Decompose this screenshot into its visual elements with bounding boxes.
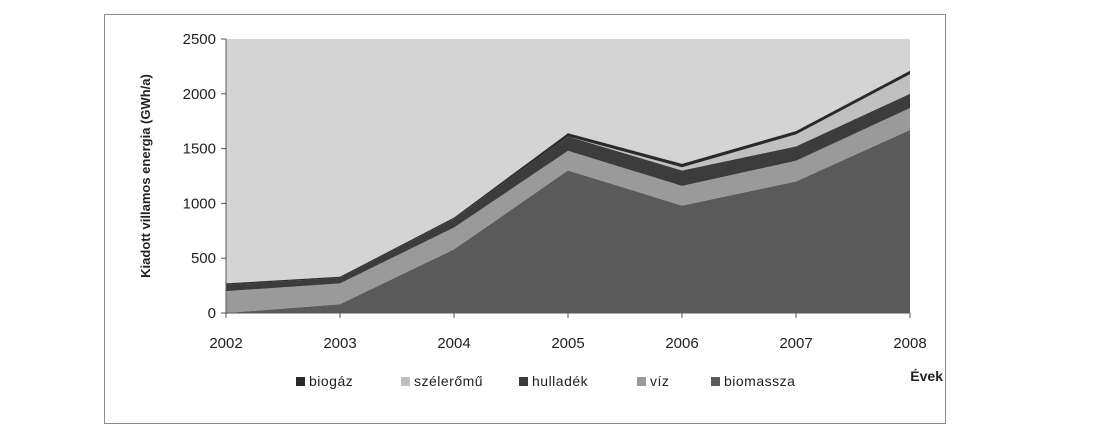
x-tick-label: 2008 [893,335,926,352]
legend-label: hulladék [532,373,589,389]
legend-item-viz: víz [637,373,669,389]
legend-label: biomassza [724,373,795,389]
legend: biogáz szélerőmű hulladék víz biomassza [296,373,795,389]
y-tick-label: 2500 [183,31,216,48]
area-viz [226,108,910,313]
y-axis: 0 500 1000 1500 2000 2500 [183,31,227,322]
legend-swatch [637,377,646,386]
x-tick-label: 2004 [437,335,470,352]
legend-label: biogáz [309,373,353,389]
x-tick-label: 2003 [323,335,356,352]
series-areas [226,70,910,313]
legend-item-szeleromu: szélerőmű [401,373,483,389]
legend-swatch [401,377,410,386]
y-tick-label: 1500 [183,141,216,158]
x-tick-label: 2007 [779,335,812,352]
y-tick-label: 2000 [183,86,216,103]
y-axis-label: Kiadott villamos energia (GWh/a) [138,74,153,278]
legend-item-hulladek: hulladék [519,373,589,389]
y-tick-label: 0 [208,305,216,322]
legend-label: szélerőmű [414,373,483,389]
legend-label: víz [650,373,669,389]
chart-frame: 0 500 1000 1500 2000 2500 2002 2003 2004 2005 200… [104,14,946,424]
legend-item-biogaz: biogáz [296,373,353,389]
area-biomassza [226,130,910,313]
legend-swatch [711,377,720,386]
y-tick-label: 500 [191,250,216,267]
legend-item-biomassza: biomassza [711,373,795,389]
x-tick-label: 2005 [551,335,584,352]
legend-swatch [296,377,305,386]
x-axis: 2002 2003 2004 2005 2006 2007 2008 [209,312,927,352]
x-tick-label: 2002 [209,335,242,352]
legend-swatch [519,377,528,386]
x-tick-label: 2006 [665,335,698,352]
x-axis-label: Évek [910,368,943,384]
y-tick-label: 1000 [183,195,216,212]
